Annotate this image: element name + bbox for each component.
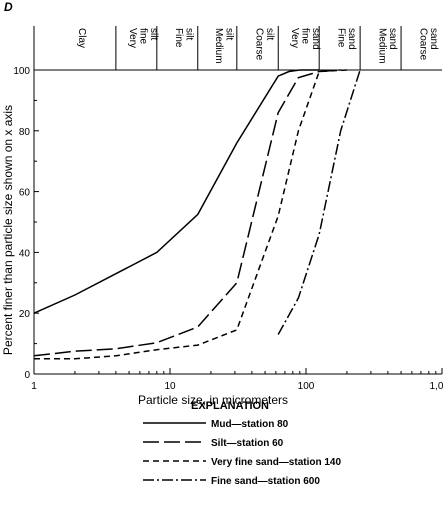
size-class-label: Mediumsand (376, 28, 398, 64)
size-class-label: Coarsesand (417, 28, 439, 61)
size-class-label: Finesilt (173, 28, 195, 48)
x-axis-title: Particle size, in micrometers (138, 393, 288, 407)
size-class-label-line: sand (310, 28, 321, 50)
size-class-label-line: silt (148, 28, 159, 40)
x-tick-label: 10 (164, 381, 176, 392)
size-class-header: Clay Veryfinesilt Finesilt Mediumsilt Coarse… (34, 26, 442, 71)
size-class-label: Veryfinesilt (127, 28, 159, 48)
y-tick-label: 40 (19, 248, 31, 259)
size-class-label-line: Medium (213, 28, 224, 64)
y-tick-label: 20 (19, 309, 31, 320)
size-class-label-line: Coarse (253, 28, 264, 61)
size-class-label-line: Fine (173, 28, 184, 48)
legend: EXPLANATION Mud—station 80 Silt—station 60… (143, 400, 341, 487)
size-class-label: Veryfinesand (289, 28, 321, 50)
legend-title: EXPLANATION (191, 400, 269, 412)
legend-label-2: Silt—station 60 (211, 438, 284, 449)
y-tick-label: 60 (19, 188, 31, 199)
series-line-2 (33, 69, 341, 357)
size-class-label-line: silt (264, 28, 275, 40)
size-class-label-line: sand (428, 28, 439, 50)
size-class-label: Mediumsilt (213, 28, 235, 64)
series-line-4 (277, 69, 361, 335)
x-tick-label: 1 (31, 381, 37, 392)
x-tick-label: 100 (298, 381, 315, 392)
y-tick-label: 100 (13, 66, 30, 77)
size-class-label-line: sand (346, 28, 357, 50)
series-line-1 (33, 69, 320, 314)
size-class-label-line: Coarse (417, 28, 428, 61)
size-class-label-line: Very (289, 28, 300, 48)
y-tick-label: 0 (24, 370, 30, 381)
legend-label-1: Mud—station 80 (211, 419, 289, 430)
size-class-label-line: Medium (376, 28, 387, 64)
size-class-label-line: silt (224, 28, 235, 40)
y-tick-label: 80 (19, 127, 31, 138)
axes: 0 20 40 60 80 100 1 10 100 1,000 Particle size, in… (1, 26, 443, 407)
legend-label-4: Fine sand—station 600 (211, 476, 320, 487)
size-class-label-line: Very (127, 28, 138, 48)
size-class-label-line: fine (137, 28, 148, 45)
size-class-label-line: sand (387, 28, 398, 50)
size-class-label: Finesand (335, 28, 357, 50)
size-class-label-line: fine (300, 28, 311, 45)
panel-letter: D (4, 0, 13, 14)
x-tick-label: 1,000 (429, 381, 443, 392)
size-class-label: Coarsesilt (253, 28, 275, 61)
size-class-label-line: Clay (76, 28, 87, 48)
series-line-3 (34, 69, 347, 360)
y-axis-title: Percent finer than particle size shown o… (1, 105, 15, 355)
size-class-label-line: silt (184, 28, 195, 40)
size-class-label-line: Fine (335, 28, 346, 48)
series-lines (33, 69, 361, 360)
size-class-label: Clay (76, 28, 87, 48)
legend-label-3: Very fine sand—station 140 (211, 457, 341, 468)
